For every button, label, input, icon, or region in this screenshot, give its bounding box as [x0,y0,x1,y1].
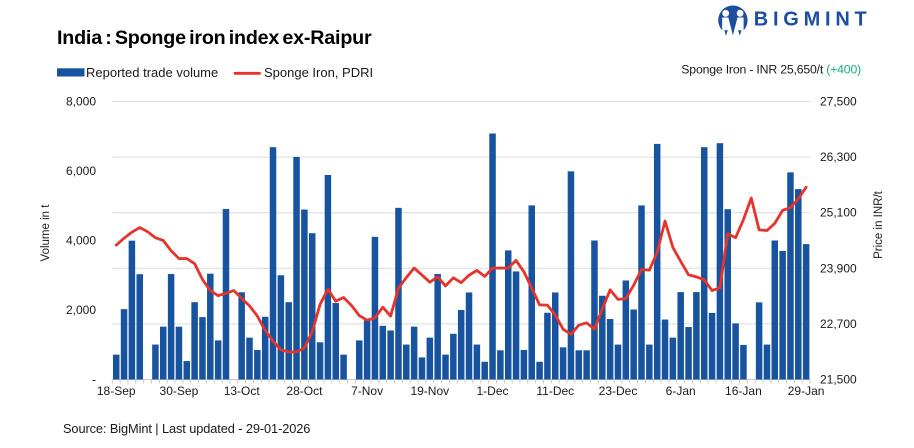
svg-text:13-Oct: 13-Oct [224,384,261,398]
svg-text:Sponge Iron, PDRI: Sponge Iron, PDRI [264,65,373,80]
svg-text:11-Dec: 11-Dec [536,384,574,398]
svg-text:India : Sponge iron index ex-R: India : Sponge iron index ex-Raipur [57,27,372,49]
svg-text:16-Jan: 16-Jan [725,384,762,398]
svg-text:25,100: 25,100 [820,206,857,220]
svg-text:21,500: 21,500 [820,373,857,387]
svg-text:26,300: 26,300 [820,150,857,164]
svg-text:30-Sep: 30-Sep [160,384,199,398]
svg-text:6,000: 6,000 [66,164,96,178]
svg-text:8,000: 8,000 [66,95,96,109]
svg-text:23,900: 23,900 [820,261,857,275]
svg-text:BIGMINT: BIGMINT [754,9,872,31]
svg-text:18-Sep: 18-Sep [97,384,136,398]
svg-text:-: - [92,373,96,387]
svg-text:23-Dec: 23-Dec [599,384,638,398]
svg-text:1-Dec: 1-Dec [476,384,508,398]
svg-text:22,700: 22,700 [820,317,857,331]
svg-text:2,000: 2,000 [66,303,96,317]
svg-text:7-Nov: 7-Nov [351,384,383,398]
svg-text:4,000: 4,000 [66,234,96,248]
svg-text:Reported trade volume: Reported trade volume [86,65,218,80]
svg-text:29-Jan: 29-Jan [788,384,825,398]
svg-text:Sponge Iron - INR 25,650/t (+4: Sponge Iron - INR 25,650/t (+400) [681,63,861,77]
svg-text:28-Oct: 28-Oct [286,384,323,398]
svg-text:19-Nov: 19-Nov [410,384,449,398]
svg-text:Volume in t: Volume in t [40,204,52,262]
svg-text:6-Jan: 6-Jan [666,384,696,398]
svg-text:Price in INR/t: Price in INR/t [873,190,885,259]
svg-text:27,500: 27,500 [820,95,857,109]
svg-text:Source: BigMint | Last updated: Source: BigMint | Last updated - 29-01-2… [63,421,310,436]
